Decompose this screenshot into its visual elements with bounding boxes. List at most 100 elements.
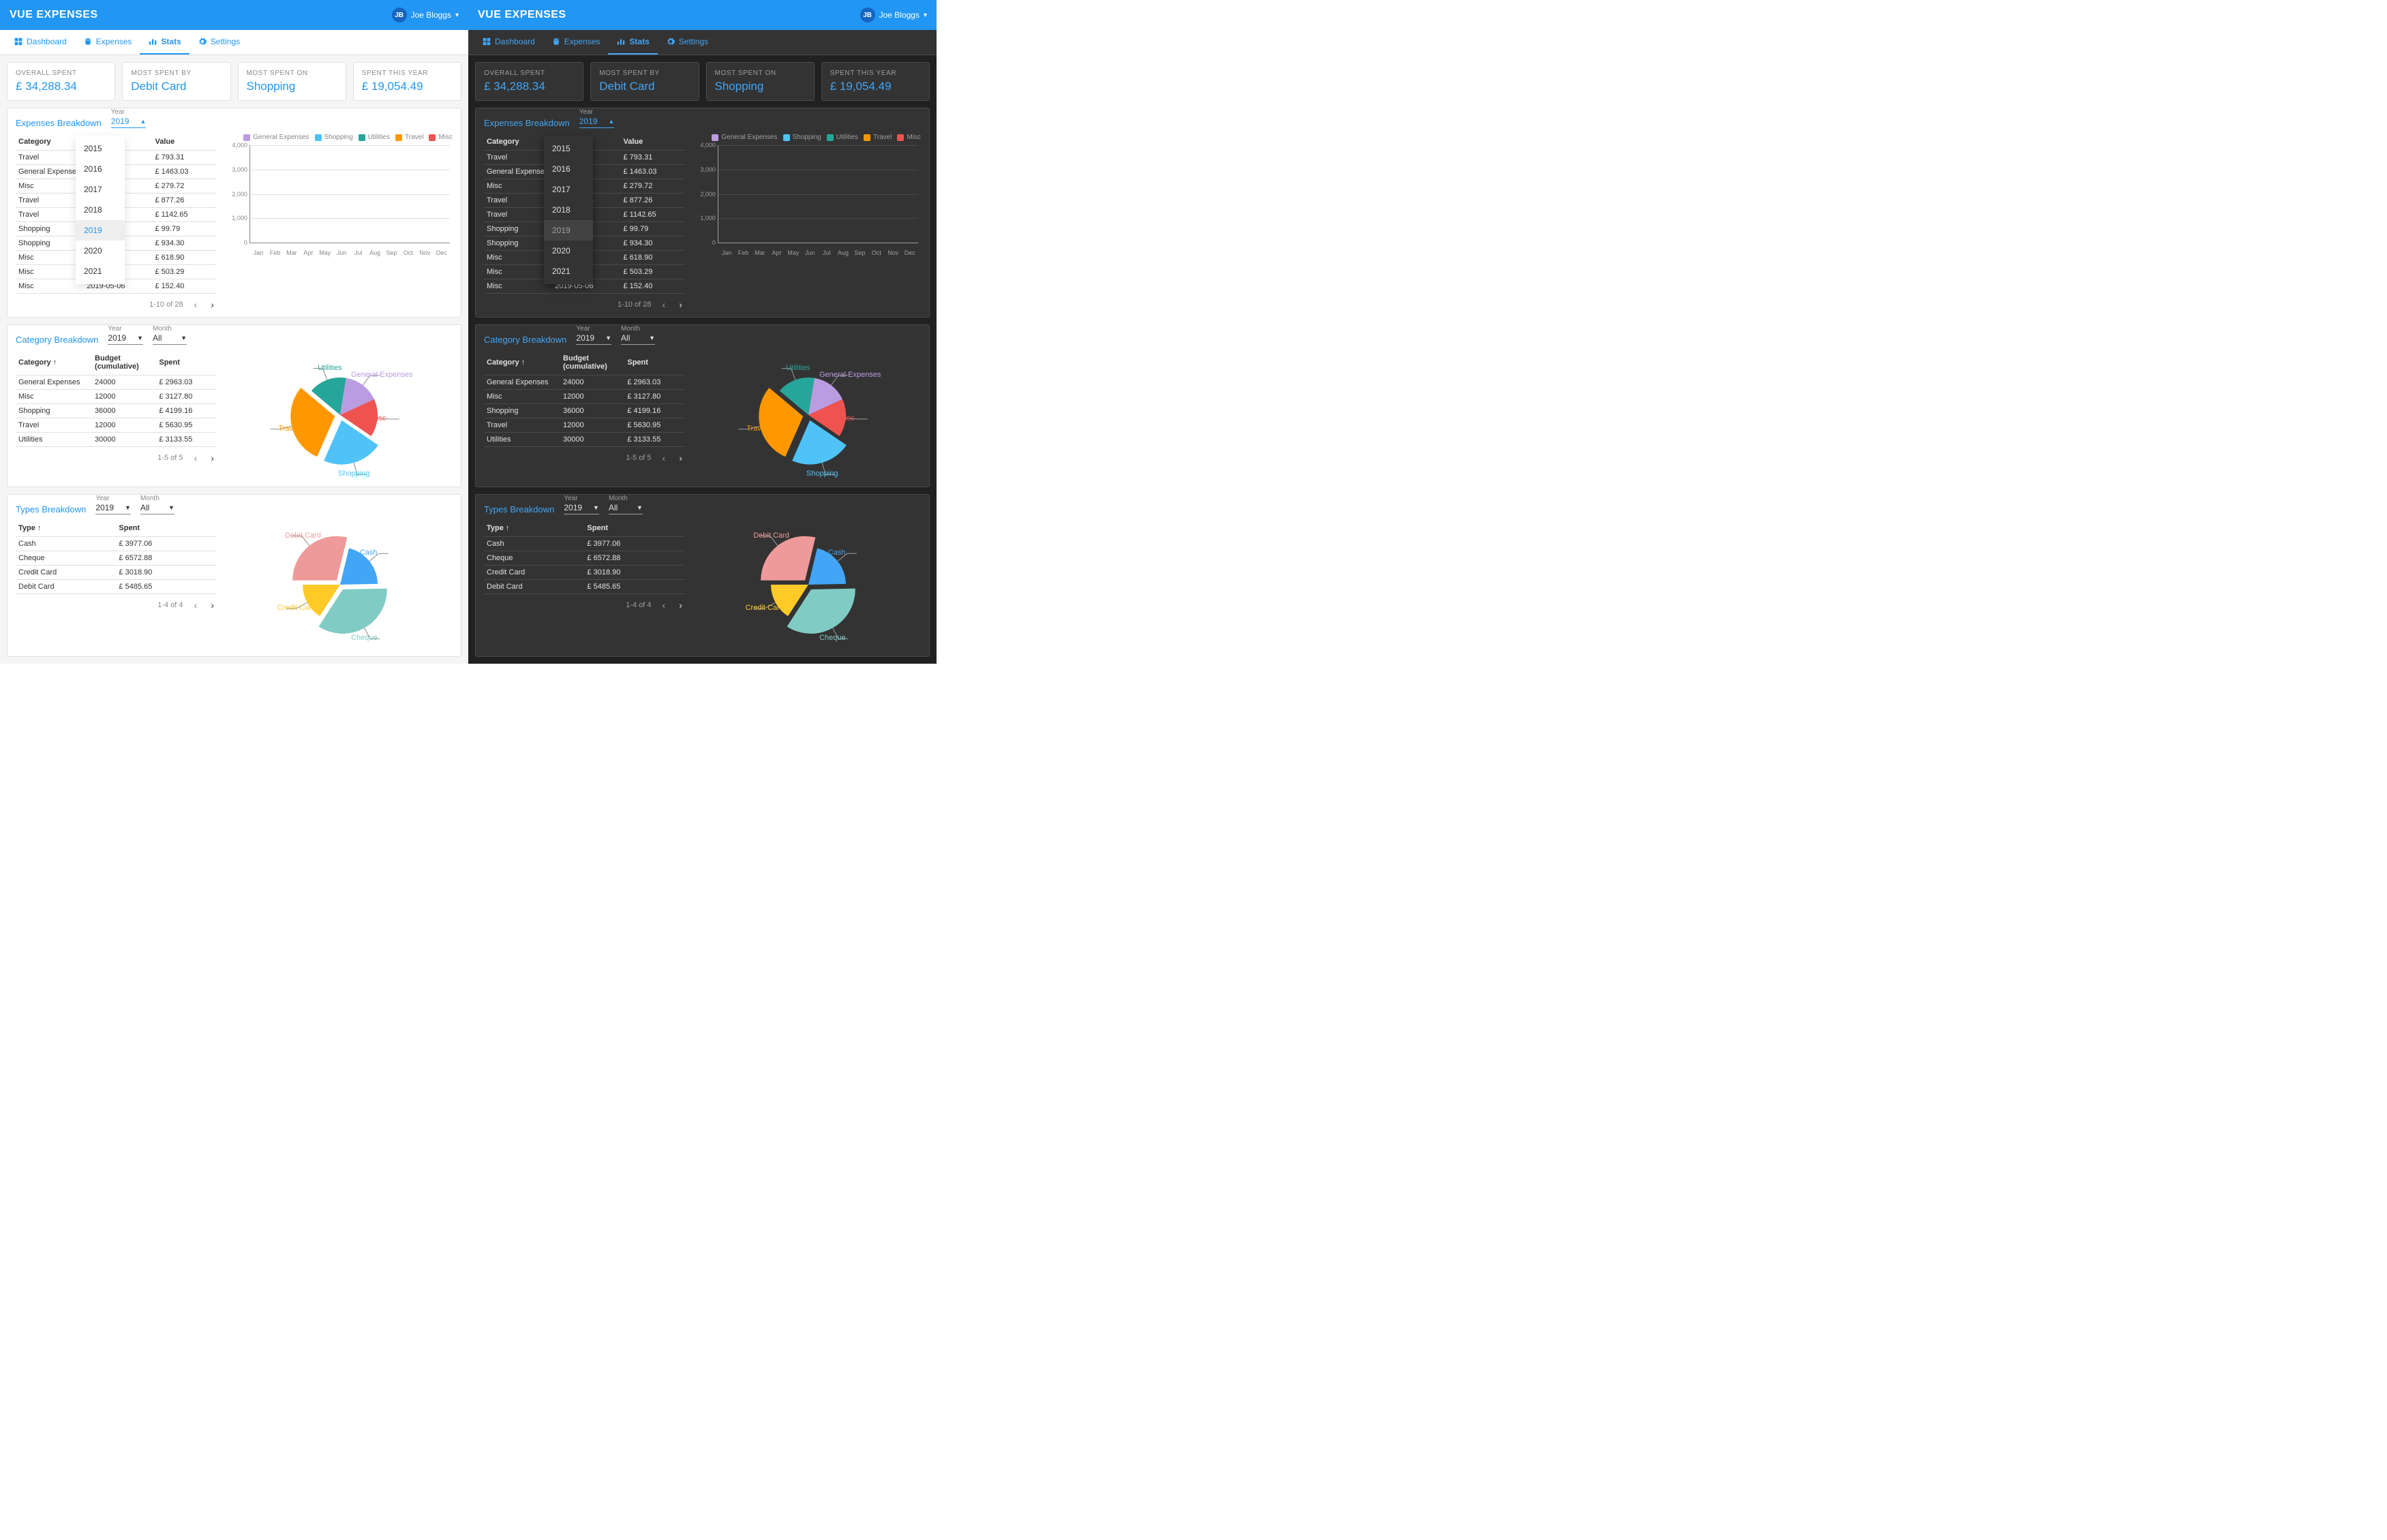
chart-legend: General ExpensesShoppingUtilitiesTravelM… xyxy=(696,134,921,141)
dropdown-option[interactable]: 2018 xyxy=(76,200,125,220)
dropdown-option[interactable]: 2016 xyxy=(76,159,125,179)
select-year[interactable]: All▼ xyxy=(140,502,174,514)
brand: VUE EXPENSES xyxy=(478,9,566,21)
pager: 1-10 of 28‹› xyxy=(16,299,217,310)
stat-label: SPENT THIS YEAR xyxy=(362,70,453,77)
dropdown-option[interactable]: 2017 xyxy=(544,179,593,200)
dropdown-option[interactable]: 2017 xyxy=(76,179,125,200)
select-year[interactable]: 2019▼ xyxy=(108,332,143,345)
dropdown-option[interactable]: 2021 xyxy=(76,261,125,281)
select-year[interactable]: 2019▲ xyxy=(111,115,147,128)
select-year[interactable]: 2019▼ xyxy=(95,502,131,514)
dropdown-option[interactable]: 2018 xyxy=(544,200,593,220)
pager-prev[interactable]: ‹ xyxy=(192,299,200,310)
select-year[interactable]: All▼ xyxy=(153,332,187,345)
col-header[interactable]: Spent xyxy=(116,520,216,537)
pager-range: 1-5 of 5 xyxy=(157,454,183,462)
col-header[interactable]: Spent xyxy=(584,520,684,537)
col-header[interactable]: Spent xyxy=(156,350,216,375)
pager-range: 1-10 of 28 xyxy=(618,301,652,309)
select-label: Year xyxy=(111,108,125,116)
stat-card: SPENT THIS YEAR£ 19,054.49 xyxy=(821,62,930,101)
col-header[interactable]: Budget (cumulative) xyxy=(560,350,624,375)
pie-chart: UtilitiesGeneral ExpensesMiscShoppingTra… xyxy=(228,350,453,480)
chevron-up-icon: ▲ xyxy=(140,118,146,125)
pager-next[interactable]: › xyxy=(676,600,685,611)
panel-title: Expenses Breakdown xyxy=(16,118,102,128)
nav-expenses[interactable]: Expenses xyxy=(543,30,609,55)
select-label: Month xyxy=(609,495,628,502)
pager-next[interactable]: › xyxy=(676,452,685,463)
chevron-down-icon: ▼ xyxy=(593,504,599,511)
col-header[interactable]: Budget (cumulative) xyxy=(92,350,156,375)
nav-settings[interactable]: Settings xyxy=(658,30,716,55)
pager-next[interactable]: › xyxy=(208,600,217,611)
nav-settings[interactable]: Settings xyxy=(189,30,248,55)
pager-prev[interactable]: ‹ xyxy=(660,299,669,310)
select-label: Month xyxy=(140,495,159,502)
chevron-down-icon: ▼ xyxy=(125,504,131,511)
nav-dashboard[interactable]: Dashboard xyxy=(5,30,75,55)
pager-prev[interactable]: ‹ xyxy=(660,600,669,611)
pager-range: 1-5 of 5 xyxy=(626,454,651,462)
pager-range: 1-4 of 4 xyxy=(157,601,183,609)
stat-value: £ 34,288.34 xyxy=(16,80,106,93)
data-table: Type ↑SpentCash£ 3977.06Cheque£ 6572.88C… xyxy=(16,520,217,594)
user-menu[interactable]: JBJoe Bloggs▾ xyxy=(392,7,459,22)
col-header[interactable]: Spent xyxy=(624,350,684,375)
pie-chart: Debit CardCashChequeCredit Card xyxy=(696,520,921,649)
dropdown-option[interactable]: 2016 xyxy=(544,159,593,179)
col-header[interactable]: Category ↑ xyxy=(16,350,92,375)
col-header[interactable]: Value xyxy=(621,134,685,151)
col-header[interactable]: Type ↑ xyxy=(484,520,584,537)
stat-card: MOST SPENT ONShopping xyxy=(706,62,815,101)
table-row: General Expenses24000£ 2963.03 xyxy=(16,375,217,390)
stat-value: £ 19,054.49 xyxy=(362,80,453,93)
stat-value: Shopping xyxy=(715,80,806,93)
pager-next[interactable]: › xyxy=(676,299,685,310)
select-label: Year xyxy=(576,325,590,333)
dropdown-option[interactable]: 2015 xyxy=(544,138,593,159)
avatar: JB xyxy=(392,7,407,22)
select-year[interactable]: 2019▼ xyxy=(576,332,611,345)
select-year[interactable]: 2019▼ xyxy=(564,502,599,514)
dropdown-option[interactable]: 2019 xyxy=(544,220,593,241)
user-menu[interactable]: JBJoe Bloggs▾ xyxy=(860,7,927,22)
year-dropdown: 2015201620172018201920202021 xyxy=(76,136,125,284)
dropdown-option[interactable]: 2020 xyxy=(76,241,125,261)
nav-stats[interactable]: Stats xyxy=(140,30,189,55)
select-label: Month xyxy=(621,325,640,333)
col-header[interactable]: Category ↑ xyxy=(484,350,560,375)
select-year[interactable]: All▼ xyxy=(621,332,655,345)
pager-prev[interactable]: ‹ xyxy=(660,452,669,463)
col-header[interactable]: Category xyxy=(16,134,84,151)
col-header[interactable]: Type ↑ xyxy=(16,520,116,537)
stat-value: Shopping xyxy=(247,80,337,93)
pager-next[interactable]: › xyxy=(208,299,217,310)
select-year[interactable]: All▼ xyxy=(609,502,643,514)
nav-dashboard[interactable]: Dashboard xyxy=(474,30,543,55)
dropdown-option[interactable]: 2021 xyxy=(544,261,593,281)
select-year[interactable]: 2019▲ xyxy=(579,115,615,128)
stat-card: MOST SPENT BYDebit Card xyxy=(590,62,699,101)
stats-icon xyxy=(616,37,626,46)
dropdown-option[interactable]: 2019 xyxy=(76,220,125,241)
table-row: Debit Card£ 5485.65 xyxy=(16,580,217,594)
pager-prev[interactable]: ‹ xyxy=(192,600,200,611)
panel-title: Category Breakdown xyxy=(16,335,98,345)
topbar: VUE EXPENSES JBJoe Bloggs▾ xyxy=(468,0,937,30)
table-row: Credit Card£ 3018.90 xyxy=(484,566,685,580)
select-label: Year xyxy=(564,495,577,502)
chevron-down-icon: ▼ xyxy=(605,335,611,341)
col-header[interactable]: Value xyxy=(153,134,217,151)
chart-legend: General ExpensesShoppingUtilitiesTravelM… xyxy=(228,134,453,141)
pager-next[interactable]: › xyxy=(208,452,217,463)
col-header[interactable]: Category xyxy=(484,134,552,151)
nav-stats[interactable]: Stats xyxy=(608,30,657,55)
stat-label: SPENT THIS YEAR xyxy=(830,70,921,77)
pager-prev[interactable]: ‹ xyxy=(192,452,200,463)
dropdown-option[interactable]: 2015 xyxy=(76,138,125,159)
dropdown-option[interactable]: 2020 xyxy=(544,241,593,261)
nav-expenses[interactable]: Expenses xyxy=(75,30,140,55)
table-row: Travel12000£ 5630.95 xyxy=(16,418,217,433)
